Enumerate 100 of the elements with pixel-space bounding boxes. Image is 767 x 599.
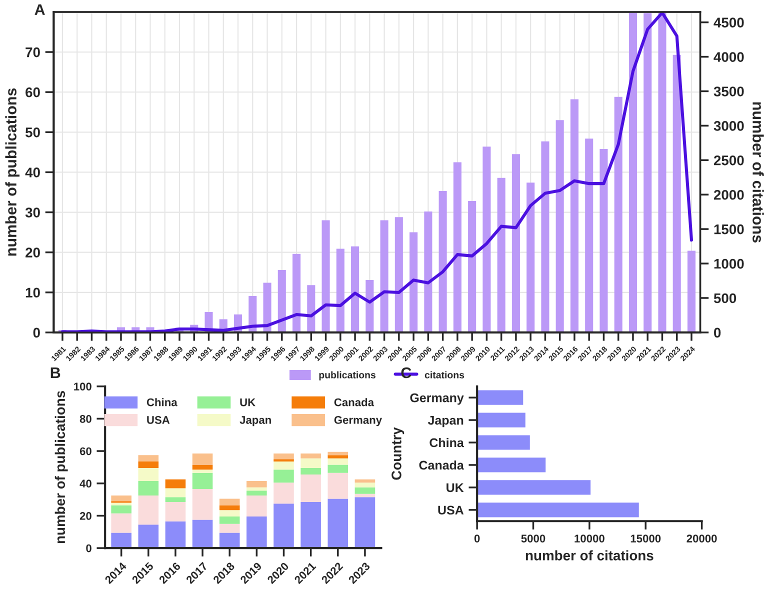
bar [263,282,272,332]
bar [292,254,301,332]
bar [274,462,294,470]
y2-tick-label: 500 [714,293,736,304]
bar [111,505,132,514]
y-axis-title: Country [392,427,404,480]
legend-label: UK [240,398,256,406]
bar [351,246,360,332]
bar [165,488,186,498]
bar [354,487,376,494]
bar [192,489,213,520]
bar [138,455,159,462]
bar [165,479,186,488]
bar [111,496,132,502]
bar [328,498,348,548]
bar [328,452,348,456]
y2-tick-label: 2500 [714,155,744,166]
bar [482,146,491,332]
bar [219,505,240,510]
bar [512,154,520,332]
bar [672,54,681,332]
bar [138,468,159,481]
bar [274,482,294,504]
legend-label: China [146,398,178,406]
bar [628,12,638,332]
bar [585,138,594,332]
bar [300,468,321,474]
bar [246,487,267,491]
bar [192,453,213,465]
bar [322,220,330,332]
bar [328,464,348,473]
bar [354,479,376,483]
y-tick-label: USA [438,506,464,515]
bar [453,162,462,332]
legend-label: USA [147,416,170,424]
bar [658,12,666,332]
bar [477,458,546,472]
bar [354,494,376,498]
y-tick-label: 60 [80,447,92,456]
y-tick-label: 0 [33,328,40,338]
y2-tick-label: 3500 [714,86,744,96]
bar [138,524,159,548]
y-tick-label: 60 [26,87,40,98]
bar [219,524,240,533]
bar [300,453,321,458]
y-tick-label: 70 [26,47,40,58]
bar [424,211,432,332]
bar [192,470,213,473]
bar [614,96,622,332]
bar [541,141,550,332]
bar [300,502,321,548]
chart-title: A [34,4,45,15]
y2-tick-label: 4500 [714,18,744,28]
bar [111,532,132,548]
bar [165,497,186,502]
bar [497,178,506,332]
bar [644,13,652,332]
bar [477,502,639,518]
y-tick-label: UK [446,483,464,492]
bar [556,120,564,332]
y-tick-label: Japan [428,416,464,428]
bar [380,220,388,332]
bar [600,148,608,332]
bar [219,516,240,524]
bar [246,480,267,488]
bar [468,201,476,332]
y-tick-label: 0 [86,544,92,552]
bar [477,412,526,428]
y-tick-label: 30 [25,208,40,218]
y2-axis-title: number of citations [752,102,764,242]
y2-tick-label: 1500 [714,224,744,234]
y-tick-label: Canada [419,460,464,470]
y-tick-label: 40 [25,168,40,178]
bar [438,191,447,332]
y-tick-label: 100 [74,382,92,390]
x-tick-label: 5000 [521,534,546,542]
bar [192,464,213,470]
bar [192,520,213,548]
x-tick-label: 10000 [574,534,604,542]
bar [138,496,159,525]
y-axis-title: number of publications [54,391,68,544]
bar [477,390,524,405]
x-tick-label: 20000 [686,534,717,542]
bar [274,504,294,548]
bar [246,516,267,548]
legend-label: Canada [334,398,374,406]
bar [246,490,267,496]
bar [328,455,348,458]
y2-tick-label: 4000 [714,52,744,62]
bar [354,497,376,548]
bar [192,472,213,490]
bar [274,470,294,483]
line-series [60,12,694,332]
y-tick-label: 10 [26,288,40,298]
chart-title: B [50,368,60,378]
bar [111,513,132,533]
bar [278,270,286,332]
bar [165,502,186,522]
y-tick-label: 80 [80,414,92,423]
legend-label: citations [424,371,464,378]
